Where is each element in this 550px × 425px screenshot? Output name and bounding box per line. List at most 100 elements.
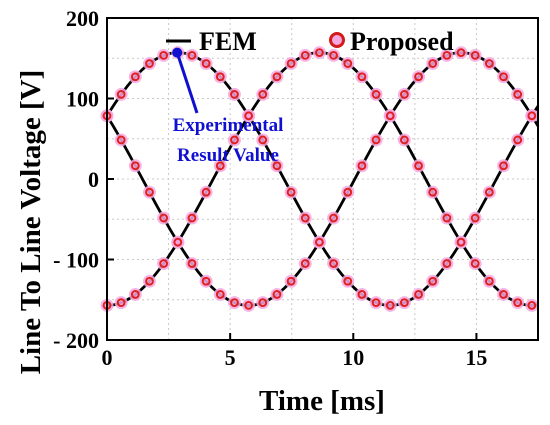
proposed-marker-halo [327,257,341,271]
proposed-marker-halo [341,274,355,288]
proposed-marker-halo [128,70,142,84]
proposed-marker-halo [284,274,298,288]
proposed-marker [159,213,169,223]
proposed-marker [159,259,169,268]
proposed-marker-halo [327,211,341,225]
proposed-marker [272,161,282,171]
grid [107,18,538,340]
proposed-marker [371,298,381,308]
proposed-marker [371,90,381,99]
proposed-marker-halo [142,274,156,288]
proposed-marker [215,72,225,82]
y-tick-label: - 100 [53,248,99,273]
proposed-marker-halo [511,296,525,310]
proposed-marker [300,213,310,223]
proposed-marker [470,213,480,223]
y-tick-label: 0 [88,167,99,192]
proposed-marker [428,59,438,68]
proposed-marker-halo [397,133,411,147]
proposed-marker-halo [440,211,454,225]
proposed-marker [399,135,409,145]
proposed-marker-halo [525,298,539,312]
proposed-marker [343,59,353,68]
proposed-marker-halo [497,159,511,173]
proposed-marker [499,290,508,299]
proposed-marker [484,59,494,68]
proposed-marker [329,213,338,223]
proposed-marker-halo [242,298,256,312]
proposed-marker-halo [312,46,326,60]
proposed-marker [315,237,324,247]
proposed-marker [371,135,381,145]
proposed-marker-halo [341,57,355,71]
proposed-marker [145,187,154,197]
annotation: Experimental Result Value [172,47,283,166]
proposed-marker [399,298,409,308]
proposed-marker [116,298,126,308]
proposed-marker-halo [199,57,213,71]
legend-proposed-marker [329,32,345,48]
legend: FEM Proposed [166,27,454,56]
y-axis-title: Line To Line Voltage [V] [15,70,47,375]
proposed-marker-halo [355,70,369,84]
legend-fem-label: FEM [199,27,257,56]
proposed-marker-halo [213,70,227,84]
proposed-marker [201,276,211,286]
proposed-marker-halo [468,257,482,271]
x-tick-label: 5 [225,345,236,370]
proposed-marker-halo [256,296,270,310]
proposed-marker-halo [185,257,199,271]
proposed-marker-halo [142,185,156,199]
proposed-marker [286,276,296,286]
proposed-marker-halo [468,211,482,225]
proposed-marker-halo [213,287,227,301]
proposed-marker [286,187,296,197]
proposed-marker-halo [482,57,496,71]
proposed-marker [456,237,466,247]
proposed-marker-halo [426,57,440,71]
proposed-marker-halo [227,296,241,310]
proposed-marker-halo [525,109,539,123]
proposed-marker [230,135,239,145]
proposed-marker-halo [270,159,284,173]
x-tick-label: 0 [102,345,113,370]
proposed-marker [187,213,197,223]
proposed-marker-halo [454,235,468,249]
y-tick-label: 100 [66,87,99,112]
proposed-marker-halo [114,87,128,101]
proposed-marker [428,187,438,197]
proposed-marker [116,135,126,145]
proposed-marker [159,50,169,60]
proposed-marker [215,161,225,171]
proposed-marker [230,90,239,99]
proposed-marker [201,187,211,197]
proposed-marker-halo [284,57,298,71]
proposed-marker [272,72,282,82]
proposed-marker [499,72,508,82]
proposed-marker [300,259,310,268]
legend-proposed-label: Proposed [350,27,454,56]
proposed-marker [343,187,353,197]
proposed-marker [499,161,508,171]
proposed-marker [456,48,466,58]
proposed-marker-halo [412,70,426,84]
proposed-marker-halo [213,159,227,173]
proposed-marker [527,300,537,310]
proposed-marker [244,300,254,310]
proposed-marker [300,50,310,60]
proposed-marker-halo [440,48,454,62]
proposed-marker-halo [497,287,511,301]
proposed-marker-halo [355,159,369,173]
proposed-marker [357,72,367,82]
proposed-marker [130,72,140,82]
proposed-marker-halo [468,48,482,62]
proposed-marker [513,135,523,145]
proposed-marker-halo [270,70,284,84]
proposed-marker-halo [369,296,383,310]
proposed-marker-halo [256,133,270,147]
proposed-marker-halo [426,274,440,288]
proposed-marker-halo [128,287,142,301]
proposed-marker-halo [383,109,397,123]
proposed-marker [343,276,353,286]
proposed-marker-halo [142,57,156,71]
